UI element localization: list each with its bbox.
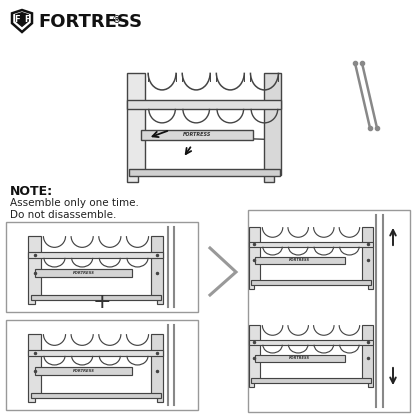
Bar [6,320,198,410]
Bar [35,367,132,374]
Text: FORTRESS: FORTRESS [38,13,142,31]
Polygon shape [151,334,163,402]
Polygon shape [29,236,41,304]
Bar [6,222,198,312]
Polygon shape [127,73,145,182]
Bar [251,280,371,285]
Bar [29,252,163,258]
Polygon shape [362,325,374,386]
Text: FORTRESS: FORTRESS [289,258,310,262]
Bar [248,210,410,412]
Text: Do not disassemble.: Do not disassemble. [10,210,116,220]
Text: Assemble only one time.: Assemble only one time. [10,198,139,208]
Polygon shape [248,325,260,386]
Text: FORTRESS: FORTRESS [73,369,95,373]
Text: +: + [93,292,111,312]
Text: NOTE:: NOTE: [10,185,53,198]
Text: FORTRESS: FORTRESS [73,271,95,275]
Polygon shape [362,227,374,289]
Polygon shape [16,12,28,26]
Polygon shape [264,73,282,182]
Bar [31,393,161,398]
Bar [255,257,345,264]
Bar [35,270,132,277]
Text: FORTRESS: FORTRESS [183,132,212,137]
Polygon shape [248,227,260,289]
Text: F: F [15,15,20,24]
Bar [29,350,163,356]
Bar [129,169,280,176]
Polygon shape [151,236,163,304]
Bar [255,355,345,362]
Text: F: F [24,15,30,24]
Text: ®: ® [112,15,122,25]
Bar [127,100,282,109]
Bar [251,378,371,383]
Bar [141,129,253,140]
Bar [31,295,161,300]
Polygon shape [12,10,32,32]
Text: FORTRESS: FORTRESS [289,357,310,360]
Bar [248,242,374,247]
Polygon shape [29,334,41,402]
Bar [248,340,374,345]
